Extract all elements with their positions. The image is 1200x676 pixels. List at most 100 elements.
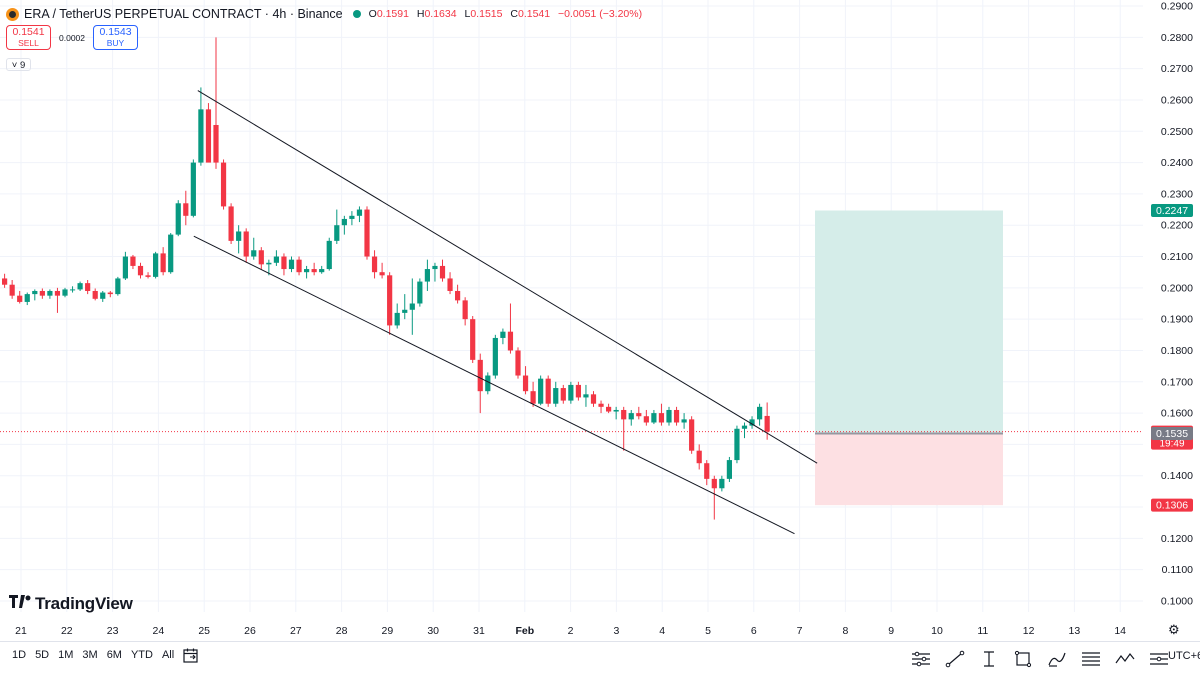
candle-body [77, 283, 83, 290]
range-5d[interactable]: 5D [35, 649, 50, 661]
candle-body [371, 256, 378, 273]
x-tick-label: 26 [244, 625, 256, 637]
brush-icon[interactable] [1046, 648, 1068, 670]
x-tick-label: Feb [515, 625, 534, 637]
candle-body [175, 203, 181, 235]
calendar-icon[interactable] [183, 648, 199, 663]
channel-upper-line [197, 90, 818, 464]
candle-body [515, 350, 521, 376]
x-tick-label: 24 [153, 625, 165, 637]
candle-body [341, 218, 347, 226]
candle-body [24, 294, 30, 302]
measure-icon[interactable] [1148, 648, 1170, 670]
x-tick-label: 27 [290, 625, 302, 637]
buy-button[interactable]: 0.1543 BUY [93, 25, 138, 50]
sliders-icon[interactable] [910, 648, 932, 670]
candle-body [711, 478, 717, 489]
settings-gear-icon[interactable]: ⚙ [1168, 622, 1180, 637]
candle-body [568, 384, 574, 401]
candle-body [243, 231, 249, 257]
x-tick-label: 11 [977, 625, 988, 637]
range-1d[interactable]: 1D [12, 649, 27, 661]
candle-body [689, 419, 695, 451]
y-tick-label: 0.2700 [1161, 63, 1193, 75]
indicators-toggle[interactable]: ˅ 9 [6, 58, 31, 71]
y-tick-label: 0.2400 [1161, 157, 1193, 169]
y-tick-label: 0.2500 [1161, 126, 1193, 138]
long-position-loss-zone [815, 433, 1003, 506]
y-tick-label: 0.1400 [1161, 470, 1193, 482]
candle-body [757, 406, 763, 420]
candle-body [704, 463, 710, 479]
candle-body [236, 231, 242, 241]
pattern-icon[interactable] [1114, 648, 1136, 670]
chart-header: ERA / TetherUS PERPETUAL CONTRACT · 4h ·… [6, 6, 642, 22]
y-tick-label: 0.2000 [1161, 282, 1193, 294]
buy-price: 0.1543 [99, 26, 132, 38]
candle-body [734, 428, 740, 461]
trendline-icon[interactable] [944, 648, 966, 670]
x-tick-label: 21 [15, 625, 27, 637]
candle-body [145, 275, 151, 277]
drawing-tools [910, 646, 1170, 672]
symbol-title[interactable]: ERA / TetherUS PERPETUAL CONTRACT · 4h ·… [24, 7, 343, 21]
candle-body [137, 265, 144, 276]
x-tick-label: 25 [198, 625, 210, 637]
candle-body [266, 262, 272, 265]
candle-body [621, 409, 627, 420]
range-6m[interactable]: 6M [106, 649, 122, 661]
candle-body [575, 384, 581, 398]
x-tick-label: 22 [61, 625, 73, 637]
bottom-toolbar: 1D 5D 1M 3M 6M YTD All UTC+6 [0, 641, 1200, 676]
buy-label: BUY [106, 38, 125, 48]
range-buttons: 1D 5D 1M 3M 6M YTD All [12, 649, 174, 661]
candle-body [9, 284, 15, 296]
candle-body [560, 388, 566, 401]
tradingview-logo[interactable]: TradingView [9, 594, 133, 614]
x-tick-label: 30 [427, 625, 439, 637]
candle-body [183, 203, 189, 216]
range-1m[interactable]: 1M [58, 649, 74, 661]
fib-icon[interactable] [1080, 648, 1102, 670]
candle-body [1, 278, 8, 285]
x-tick-label: 9 [888, 625, 894, 637]
candle-body [387, 275, 393, 326]
candle-body [85, 283, 91, 291]
candle-body [356, 209, 363, 216]
candle-body [349, 215, 355, 219]
candle-body [606, 406, 612, 412]
change-value: −0.0051 (−3.20%) [558, 8, 643, 20]
range-ytd[interactable]: YTD [130, 649, 153, 661]
candle-body [17, 295, 23, 302]
timezone-label[interactable]: UTC+6 [1168, 650, 1200, 662]
price-label-stop-text: 0.1306 [1156, 500, 1188, 512]
candle-body [364, 209, 370, 257]
rectangle-icon[interactable] [1012, 648, 1034, 670]
text-cursor-icon[interactable] [978, 648, 1000, 670]
high-value: 0.1634 [424, 8, 457, 20]
candle-body [470, 319, 476, 360]
candle-body [334, 225, 340, 241]
candle-body [379, 272, 385, 276]
candle-body [47, 290, 53, 296]
price-label-target [1151, 203, 1193, 217]
candle-body [424, 269, 430, 282]
candle-body [304, 269, 310, 273]
x-tick-label: 29 [382, 625, 394, 637]
range-all[interactable]: All [161, 649, 175, 661]
era-coin-icon [6, 7, 19, 21]
sell-button[interactable]: 0.1541 SELL [6, 25, 51, 50]
candle-body [326, 240, 332, 270]
y-tick-label: 0.2300 [1161, 188, 1193, 200]
candle-body [545, 378, 551, 404]
candle-body [402, 309, 408, 313]
range-3m[interactable]: 3M [82, 649, 98, 661]
candle-body [741, 425, 748, 429]
candle-body [696, 450, 702, 464]
candle-body [719, 478, 725, 489]
candle-body [726, 460, 732, 479]
candle-body [153, 253, 159, 277]
y-tick-label: 0.1800 [1161, 345, 1193, 357]
price-chart[interactable]: 0.10000.11000.12000.13000.14000.15000.16… [0, 0, 1200, 641]
market-status-icon [352, 10, 361, 18]
